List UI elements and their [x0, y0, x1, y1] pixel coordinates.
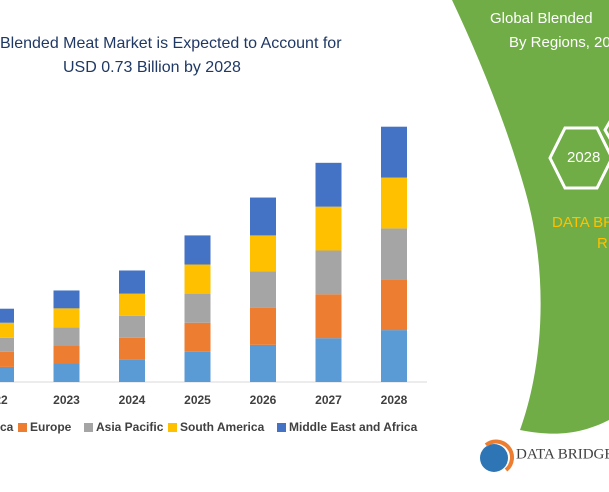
bar-segment	[0, 351, 14, 367]
legend-swatch	[168, 423, 177, 432]
panel-heading: By Regions, 20	[509, 34, 609, 51]
x-tick-label: 2023	[53, 393, 80, 407]
hexagon	[548, 126, 609, 190]
logo-icon	[480, 444, 508, 472]
bar-segment	[0, 337, 14, 352]
x-tick-label: 22	[0, 393, 8, 407]
bar-segment	[53, 308, 80, 328]
legend-swatch	[277, 423, 286, 432]
bar-segment	[250, 271, 276, 308]
panel-heading: Global Blended	[490, 10, 593, 27]
bar-segment	[184, 322, 211, 352]
bar-segment	[250, 197, 276, 236]
panel-year: 2028	[567, 149, 600, 166]
legend-swatch	[84, 423, 93, 432]
bar-segment	[119, 337, 145, 360]
bar-segment	[119, 293, 145, 316]
legend-label: Europe	[30, 420, 72, 434]
legend-label: Middle East and Africa	[289, 420, 418, 434]
bar-segment	[381, 228, 407, 280]
bar-segment	[184, 351, 211, 382]
bar-segment	[119, 315, 145, 338]
bar-segment	[250, 307, 276, 345]
bar-segment	[381, 126, 407, 178]
bar-segment	[315, 250, 342, 295]
bar-segment	[381, 177, 407, 229]
chart-title: Blended Meat Market is Expected to Accou…	[0, 35, 342, 52]
bar-segment	[315, 206, 342, 251]
bar-segment	[53, 363, 80, 382]
panel-brand: R	[597, 235, 608, 252]
bar-segment	[250, 235, 276, 272]
bar-segment	[0, 366, 14, 382]
x-tick-label: 2026	[250, 393, 277, 407]
bar-segment	[184, 235, 211, 265]
bar-segment	[119, 270, 145, 294]
logo-icon	[484, 439, 514, 472]
bar-segment	[119, 359, 145, 382]
legend-swatch	[18, 423, 27, 432]
bar-segment	[53, 327, 80, 346]
legend-label: Asia Pacific	[96, 420, 164, 434]
bar-segment	[250, 344, 276, 382]
bar-segment	[381, 330, 407, 382]
x-tick-label: 2028	[381, 393, 408, 407]
bar-segment	[184, 293, 211, 323]
chart-title: USD 0.73 Billion by 2028	[63, 59, 241, 76]
green-panel	[452, 0, 609, 434]
x-tick-label: 2024	[119, 393, 146, 407]
bar-segment	[0, 322, 14, 338]
logo-text: DATA BRIDGE	[516, 446, 609, 462]
bar-segment	[315, 294, 342, 339]
bar-segment	[315, 162, 342, 207]
bar-segment	[53, 290, 80, 309]
bar-segment	[184, 264, 211, 294]
legend-label: South America	[180, 420, 265, 434]
bar-segment	[0, 308, 14, 323]
panel-brand: DATA BR	[552, 214, 609, 231]
legend-label: ca	[0, 420, 14, 434]
bar-segment	[53, 345, 80, 364]
bar-segment	[315, 338, 342, 382]
x-tick-label: 2027	[315, 393, 342, 407]
bar-segment	[381, 279, 407, 331]
hexagon	[603, 120, 609, 140]
x-tick-label: 2025	[184, 393, 211, 407]
